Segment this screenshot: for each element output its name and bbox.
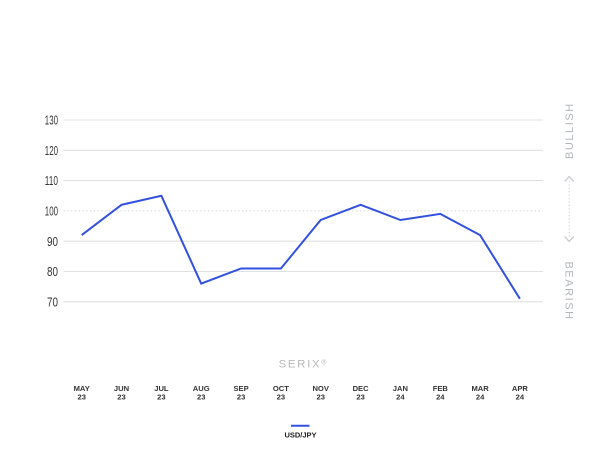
svg-text:BEARISH: BEARISH [563,262,575,321]
svg-text:24: 24 [436,393,445,402]
svg-text:USD/JPY: USD/JPY [284,430,316,439]
svg-text:OCT: OCT [273,384,289,393]
svg-text:24: 24 [516,393,525,402]
svg-text:130: 130 [45,113,58,128]
svg-text:23: 23 [356,393,364,402]
svg-text:MAY: MAY [74,384,90,393]
svg-text:23: 23 [197,393,205,402]
svg-text:SEP: SEP [233,384,248,393]
svg-text:24: 24 [476,393,485,402]
svg-text:JUL: JUL [154,384,169,393]
svg-text:120: 120 [45,143,58,158]
svg-text:DEC: DEC [353,384,370,393]
svg-text:80: 80 [47,264,58,279]
svg-text:23: 23 [277,393,285,402]
svg-text:70: 70 [47,294,58,309]
svg-text:23: 23 [316,393,324,402]
svg-text:23: 23 [77,393,85,402]
svg-text:SERIX®: SERIX® [279,359,328,371]
svg-text:24: 24 [396,393,405,402]
svg-text:APR: APR [512,384,529,393]
svg-text:23: 23 [237,393,245,402]
svg-text:90: 90 [47,234,58,249]
svg-text:23: 23 [157,393,165,402]
svg-text:110: 110 [45,173,58,188]
svg-text:23: 23 [117,393,125,402]
svg-text:MAR: MAR [471,384,489,393]
svg-text:AUG: AUG [193,384,210,393]
svg-text:JAN: JAN [393,384,408,393]
svg-text:100: 100 [45,204,58,219]
svg-text:NOV: NOV [312,384,329,393]
svg-text:FEB: FEB [433,384,449,393]
svg-text:BULLISH: BULLISH [564,102,576,159]
svg-text:JUN: JUN [114,384,129,393]
